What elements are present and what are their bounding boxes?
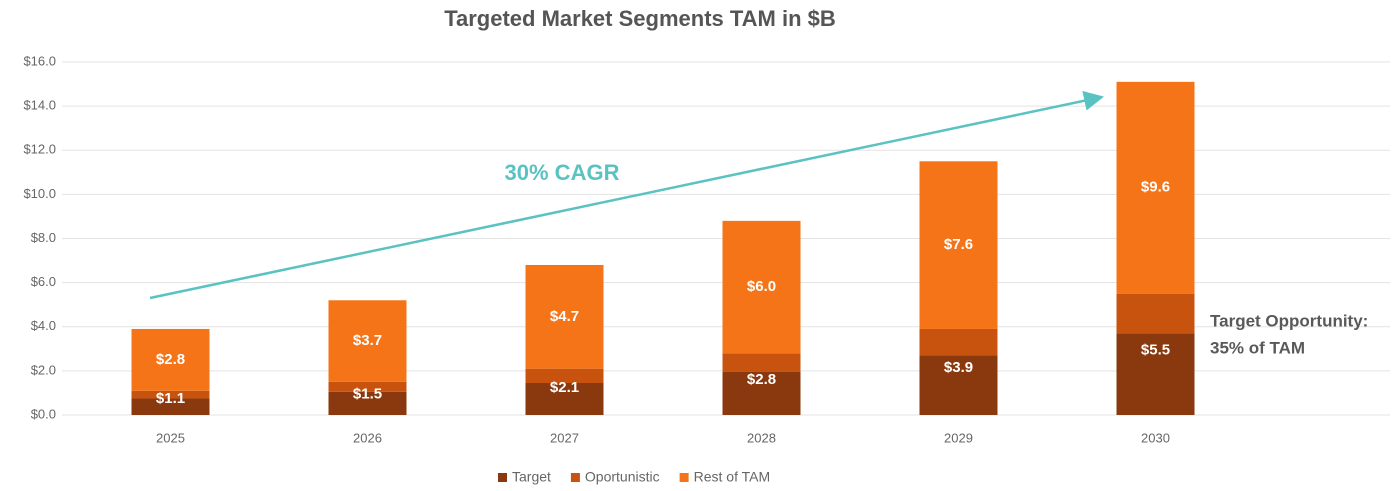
data-label: $2.8 [156, 351, 185, 368]
y-tick-label: $4.0 [31, 318, 56, 333]
annotation: Target Opportunity: [1210, 311, 1368, 330]
x-tick-label: 2027 [550, 430, 579, 445]
y-tick-label: $12.0 [23, 142, 56, 157]
data-label: $9.6 [1141, 179, 1170, 196]
data-label: $7.6 [944, 236, 973, 253]
bar-segment [1116, 293, 1195, 334]
bar-segment [328, 300, 407, 382]
legend-swatch [570, 473, 580, 482]
legend-label: Target [512, 469, 551, 485]
y-tick-label: $14.0 [23, 98, 56, 113]
bar-segment [131, 398, 210, 415]
bar-segment [525, 264, 604, 369]
bar-segment [722, 371, 801, 415]
cagr-arrow [149, 90, 1104, 300]
bar-segment [131, 328, 210, 391]
data-label: $2.8 [747, 371, 776, 388]
bar-segment [1116, 333, 1195, 415]
data-label: $4.7 [550, 308, 579, 325]
bar-segment [131, 390, 210, 399]
legend-swatch [679, 473, 689, 482]
data-label: $2.1 [550, 379, 579, 396]
legend-label: Oportunistic [585, 469, 660, 485]
bar-segment [525, 383, 604, 415]
y-tick-label: $16.0 [23, 53, 56, 68]
bar-segment [328, 381, 407, 392]
bar-segment [722, 353, 801, 372]
x-tick-label: 2029 [944, 430, 973, 445]
bar-segment [722, 220, 801, 354]
x-tick-label: 2025 [156, 430, 185, 445]
bar-segment [525, 368, 604, 384]
data-label: $5.5 [1141, 341, 1170, 358]
bar-segment [1116, 81, 1195, 294]
y-tick-label: $0.0 [31, 406, 56, 421]
y-tick-label: $6.0 [31, 274, 56, 289]
y-tick-label: $2.0 [31, 362, 56, 377]
legend-label: Rest of TAM [694, 469, 771, 485]
bar-segment [919, 161, 998, 329]
x-tick-label: 2026 [353, 430, 382, 445]
data-label: $3.9 [944, 359, 973, 376]
annotation: 35% of TAM [1210, 338, 1305, 357]
data-label: $3.7 [353, 332, 382, 349]
y-tick-label: $10.0 [23, 186, 56, 201]
bar-segment [328, 391, 407, 415]
x-tick-label: 2028 [747, 430, 776, 445]
x-tick-label: 2030 [1141, 430, 1170, 445]
data-label: $6.0 [747, 278, 776, 295]
cagr-annotation: 30% CAGR [505, 160, 620, 185]
chart-title: Targeted Market Segments TAM in $B [444, 6, 836, 31]
y-tick-label: $8.0 [31, 230, 56, 245]
data-label: $1.5 [353, 385, 382, 402]
bar-segment [919, 328, 998, 356]
bar-segment [919, 355, 998, 415]
legend-swatch [498, 473, 507, 482]
data-label: $1.1 [156, 390, 185, 407]
